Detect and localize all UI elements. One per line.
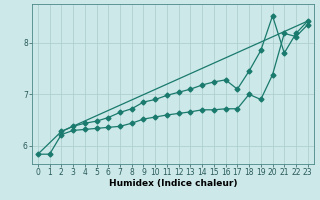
X-axis label: Humidex (Indice chaleur): Humidex (Indice chaleur) xyxy=(108,179,237,188)
